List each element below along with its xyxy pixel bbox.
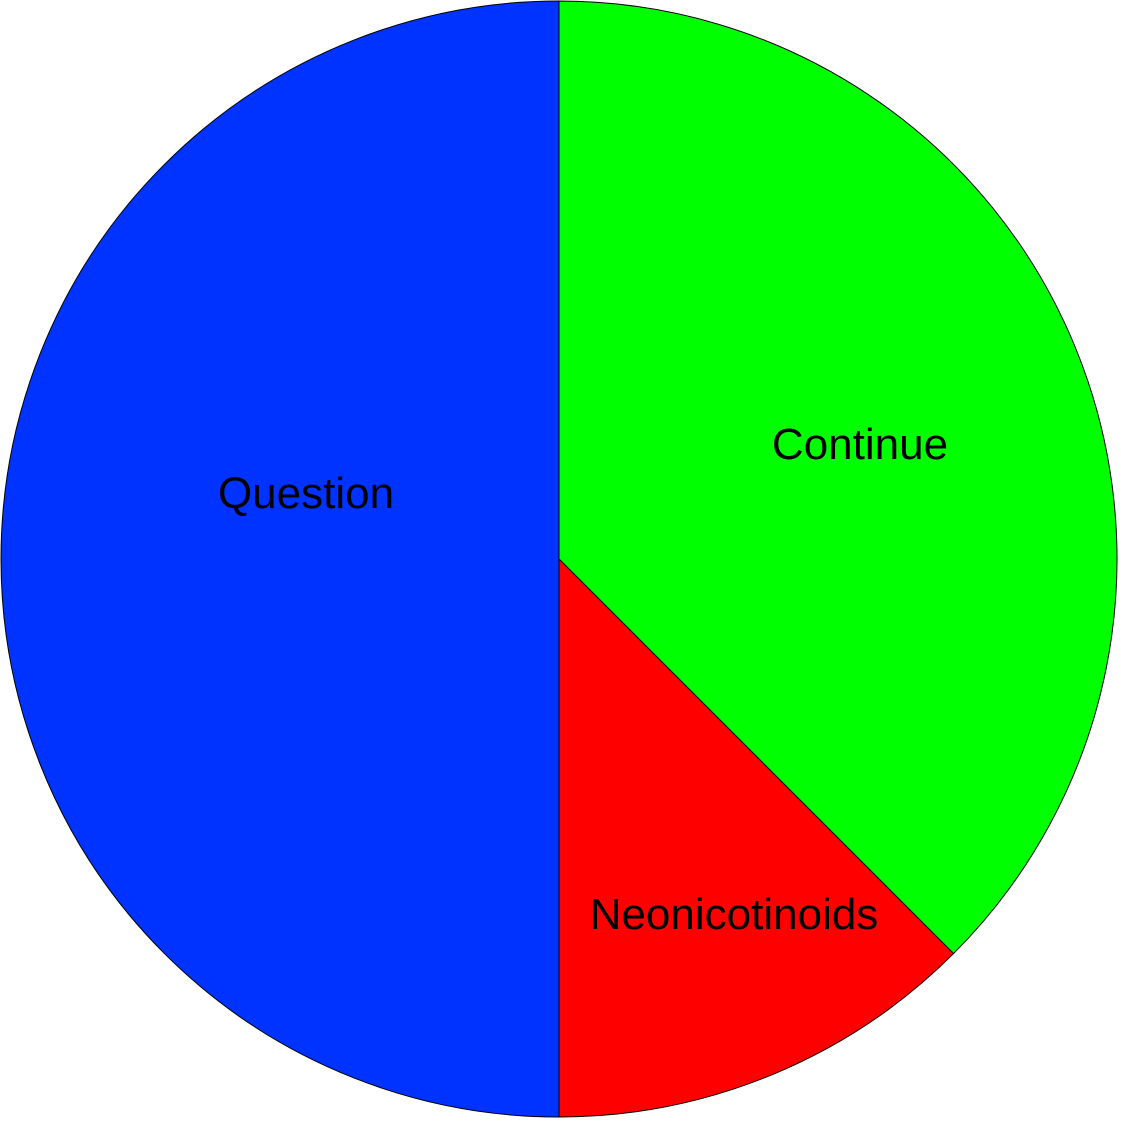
pie-labels: Continue Neonicotinoids Question [218,420,948,939]
pie-slice-neonicotinoids [558,557,955,1118]
slice-label-neonicotinoids: Neonicotinoids [590,890,879,939]
slice-label-continue: Continue [772,420,948,469]
slice-label-question: Question [218,469,394,518]
pie-slice-continue [558,0,1118,955]
pie-slice-question [0,0,560,1118]
